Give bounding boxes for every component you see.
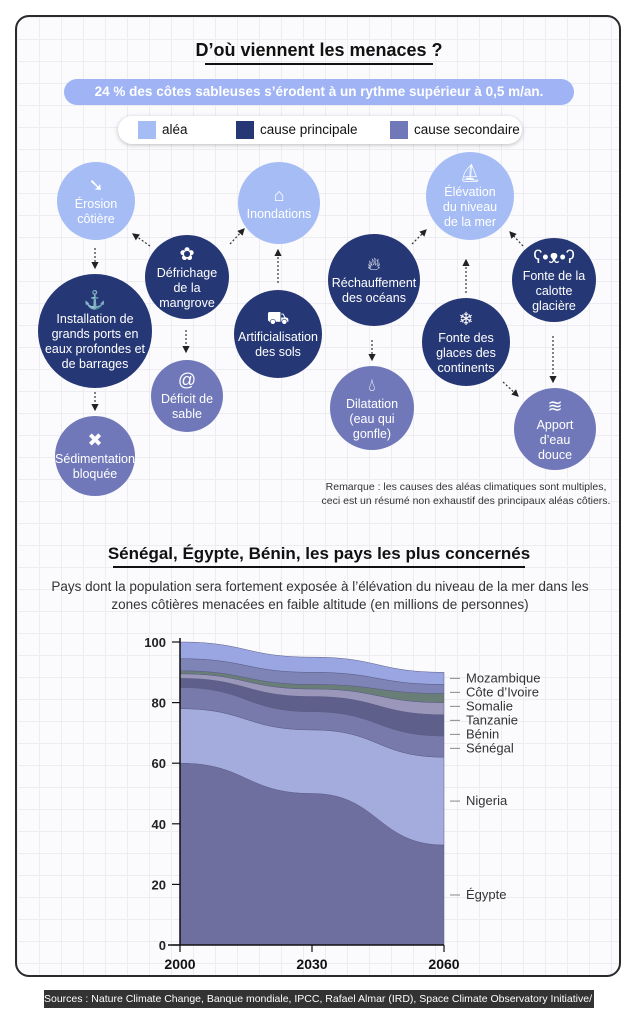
node-label: Élévation du niveau de la mer xyxy=(442,184,498,229)
arrow-rechauffement-elevation xyxy=(411,229,427,245)
node-inondations: ⌂ Inondations xyxy=(238,162,320,244)
legend: aléa cause principale cause secondaire xyxy=(118,116,522,144)
node-deficit-sable: @ Déficit de sable xyxy=(151,360,223,432)
node-label: Dilatation (eau qui gonfle) xyxy=(345,396,399,441)
title-underline xyxy=(205,63,433,65)
chart-legend: Égypte Nigeria SénégalBéninTanzanieSomalie… xyxy=(450,670,540,902)
node-fonte-calotte: ʕ•ᴥ•ʔ Fonte de la calotte glacière xyxy=(512,238,596,322)
node-label: Fonte des glaces des continents xyxy=(436,330,496,375)
node-rechauffement-oceans: 🔥︎ Réchauffement des océans xyxy=(328,234,420,326)
legend-label: cause principale xyxy=(260,122,358,137)
node-dilatation: 💧︎ Dilatation (eau qui gonfle) xyxy=(330,366,414,450)
node-artificialisation-sols: ⛟ Artificialisation des sols xyxy=(234,290,322,378)
node-label: Réchauffement des océans xyxy=(331,276,417,305)
arrow-defrichage-inondations xyxy=(229,228,245,245)
sailboat-icon: ⛵︎ xyxy=(458,162,482,183)
stat-banner: 24 % des côtes sableuses s’érodent à un … xyxy=(64,79,574,105)
section-title-underline xyxy=(113,566,525,568)
node-label: Défrichage de la mangrove xyxy=(156,265,218,310)
area-mozambique xyxy=(179,641,445,685)
legend-swatch-alea xyxy=(138,121,156,139)
legend-swatch-cause-secondaire xyxy=(390,121,408,139)
node-label: Déficit de sable xyxy=(160,392,214,421)
legend-label: cause secondaire xyxy=(414,122,520,137)
node-label: Installation de grands ports en eaux pro… xyxy=(44,312,146,371)
series-label-nigeria: Nigeria xyxy=(466,793,508,808)
x-tick-label: 2030 xyxy=(296,956,327,972)
cross-icon: ✖ xyxy=(87,430,103,450)
series-label-tanzanie: Tanzanie xyxy=(466,712,518,727)
flame-icon: 🔥︎ xyxy=(367,254,381,274)
truck-icon: ⛟ xyxy=(266,308,290,328)
node-label: Sédimentation bloquée xyxy=(55,452,135,481)
remark-note: Remarque : les causes des aléas climatiq… xyxy=(321,481,611,507)
snowflake-icon: ❄ xyxy=(458,308,474,329)
chart-axes: 0 20 40 60 80 100 2000 2030 2060 xyxy=(144,635,459,972)
node-erosion-cotiere: ➘ Érosion côtière xyxy=(57,162,135,240)
node-sedimentation-bloquee: ✖ Sédimentation bloquée xyxy=(55,416,135,496)
arrow-calotte-elevation xyxy=(509,231,524,247)
node-apport-eau-douce: ≋ Apport d’eau douce xyxy=(514,388,596,470)
polar-bear-icon: ʕ•ᴥ•ʔ xyxy=(533,246,575,267)
series-label-egypte: Égypte xyxy=(466,887,506,902)
node-label: Inondations xyxy=(246,206,312,221)
series-label-cote-d-ivoire: Côte d’Ivoire xyxy=(466,684,539,699)
tree-icon: ✿ xyxy=(179,243,195,264)
node-label: Fonte de la calotte glacière xyxy=(522,268,586,313)
node-elevation-niveau-mer: ⛵︎ Élévation du niveau de la mer xyxy=(426,152,514,240)
stacked-area-chart: 0 20 40 60 80 100 2000 2030 2060 Égypte Nigeria Sé… xyxy=(144,635,540,972)
series-label-benin: Bénin xyxy=(466,726,499,741)
x-tick-label: 2000 xyxy=(164,956,195,972)
spiral-icon: @ xyxy=(177,370,197,390)
anchor-icon: ⚓ xyxy=(83,290,107,310)
node-label: Artificialisation des sols xyxy=(238,330,318,359)
section-title: Sénégal, Égypte, Bénin, les pays les plu… xyxy=(107,544,531,563)
legend-swatch-cause-principale xyxy=(236,121,254,139)
node-label: Apport d’eau douce xyxy=(536,417,574,462)
chart-areas xyxy=(179,641,445,946)
house-icon: ⌂ xyxy=(273,184,285,205)
arrow-defrichage-erosion xyxy=(132,233,151,247)
y-tick-label: 20 xyxy=(152,877,166,892)
x-tick-label: 2060 xyxy=(428,956,459,972)
y-tick-label: 40 xyxy=(152,817,166,832)
node-label: Érosion côtière xyxy=(74,197,118,226)
y-tick-label: 100 xyxy=(144,635,166,650)
node-installation-ports: ⚓ Installation de grands ports en eaux p… xyxy=(38,274,152,388)
arrow-down-right-icon: ➘ xyxy=(88,175,104,195)
node-fonte-glaces-continents: ❄ Fonte des glaces des continents xyxy=(422,298,510,386)
page-title: D’où viennent les menaces ? xyxy=(195,40,443,60)
waves-icon: ≋ xyxy=(547,395,563,416)
drop-icon: 💧︎ xyxy=(368,374,376,395)
diagram-arrows xyxy=(91,228,557,412)
series-label-somalie: Somalie xyxy=(466,698,513,713)
node-defrichage-mangrove: ✿ Défrichage de la mangrove xyxy=(145,235,229,319)
series-label-senegal: Sénégal xyxy=(466,740,514,755)
y-tick-label: 60 xyxy=(152,756,166,771)
y-tick-label: 0 xyxy=(159,938,166,953)
arrow-glaces-apport xyxy=(502,381,519,397)
chart-subtitle: Pays dont la population sera fortement e… xyxy=(51,579,589,612)
legend-label: aléa xyxy=(162,122,188,137)
sources-footer: Sources : Nature Climate Change, Banque … xyxy=(44,990,638,1008)
series-label-mozambique: Mozambique xyxy=(466,670,540,685)
y-tick-label: 80 xyxy=(152,696,166,711)
